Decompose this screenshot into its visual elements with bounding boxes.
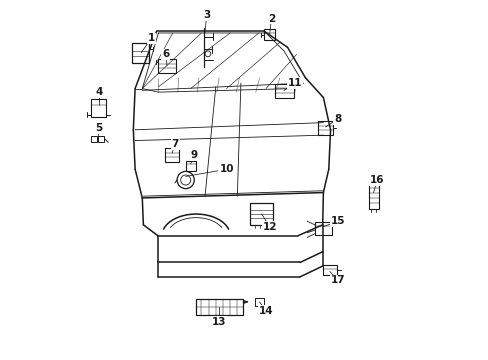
Bar	[91, 99, 106, 117]
Text: 3: 3	[203, 10, 210, 20]
Bar	[264, 30, 275, 40]
Text: 2: 2	[267, 14, 274, 24]
Text: 15: 15	[330, 216, 344, 226]
Text: 8: 8	[333, 114, 341, 124]
Text: 13: 13	[212, 317, 226, 327]
Bar	[164, 148, 179, 162]
Bar	[249, 203, 273, 225]
Bar	[314, 222, 331, 235]
Bar	[196, 299, 242, 315]
Bar	[132, 43, 149, 63]
Bar	[90, 136, 97, 141]
Bar	[275, 84, 293, 98]
Bar	[255, 298, 264, 306]
Bar	[368, 180, 378, 209]
Text: 9: 9	[190, 150, 198, 160]
Text: 1: 1	[147, 33, 155, 43]
Text: 4: 4	[95, 87, 103, 97]
Bar	[323, 265, 336, 275]
Bar	[185, 161, 195, 171]
Text: 14: 14	[258, 306, 273, 316]
Text: 6: 6	[162, 49, 169, 59]
Text: 5: 5	[96, 123, 102, 133]
Bar	[318, 121, 332, 135]
Text: 11: 11	[287, 78, 301, 88]
Bar	[158, 59, 175, 73]
Bar	[98, 136, 104, 141]
Text: 17: 17	[330, 275, 345, 285]
Text: 16: 16	[369, 175, 384, 185]
Text: 7: 7	[171, 139, 179, 149]
Text: 10: 10	[219, 164, 233, 174]
Text: 12: 12	[262, 222, 276, 231]
